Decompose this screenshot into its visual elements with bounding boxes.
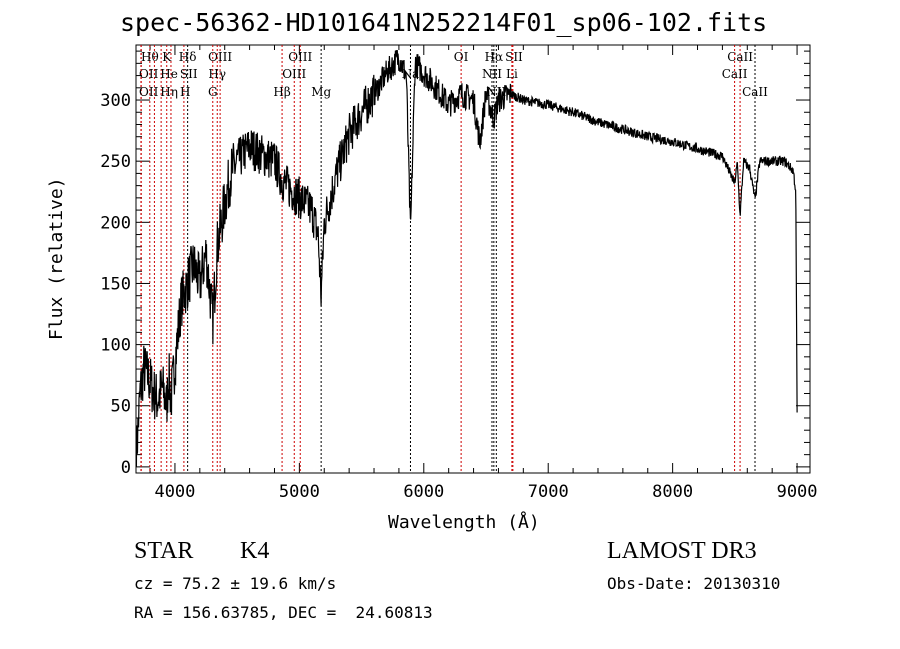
line-marker-label: SII — [180, 67, 198, 81]
line-marker-label: OII — [139, 67, 159, 81]
y-tick-label: 150 — [100, 274, 131, 294]
x-tick-label: 8000 — [652, 482, 693, 502]
line-marker-label: SII — [505, 50, 523, 64]
line-marker-label: OI — [454, 50, 469, 64]
line-marker-label: K — [162, 50, 172, 64]
x-tick-label: 4000 — [154, 482, 195, 502]
y-tick-label: 200 — [100, 213, 131, 233]
y-axis-label: Flux (relative) — [46, 177, 67, 340]
x-tick-label: 6000 — [403, 482, 444, 502]
x-tick-label: 7000 — [528, 482, 569, 502]
y-tick-label: 0 — [121, 458, 131, 478]
line-marker-label: OIII — [288, 50, 312, 64]
chart-title: spec-56362-HD101641N252214F01_sp06-102.f… — [120, 8, 768, 37]
line-marker-label: H — [180, 85, 190, 99]
survey-name: LAMOST DR3 — [607, 538, 757, 564]
line-marker-label: NII — [482, 67, 502, 81]
line-marker-label: Hθ — [141, 50, 159, 64]
line-marker-label: CaII — [727, 50, 753, 64]
object-class: STAR — [134, 538, 194, 564]
line-marker-label: Hγ — [208, 67, 226, 81]
line-marker-label: Hη — [160, 85, 178, 99]
line-marker-label: CaII — [722, 67, 748, 81]
coordinates: RA = 156.63785, DEC = 24.60813 — [134, 603, 433, 622]
line-marker-label: Hδ — [179, 50, 197, 64]
line-marker-label: G — [208, 85, 218, 99]
line-marker-label: Li — [506, 67, 518, 81]
y-tick-label: 50 — [111, 397, 131, 417]
y-tick-label: 100 — [100, 336, 131, 356]
line-marker-label: He — [160, 67, 178, 81]
line-marker-label: OIII — [282, 67, 306, 81]
line-marker-label: Hβ — [273, 85, 290, 99]
object-subclass: K4 — [240, 538, 270, 564]
line-marker-label: Hα — [485, 50, 504, 64]
redshift-value: cz = 75.2 ± 19.6 km/s — [134, 574, 337, 593]
spectrum-line — [135, 50, 798, 467]
line-marker-label: OIII — [208, 50, 232, 64]
obs-date: Obs-Date: 20130310 — [607, 574, 781, 593]
line-marker-label: CaII — [742, 85, 768, 99]
x-tick-label: 5000 — [279, 482, 320, 502]
line-marker-label: OII — [139, 85, 159, 99]
x-axis-label: Wavelength (Å) — [388, 512, 540, 533]
x-tick-label: 9000 — [777, 482, 818, 502]
line-marker-label: Mg — [311, 85, 331, 99]
y-tick-label: 250 — [100, 152, 131, 172]
y-tick-label: 300 — [100, 91, 131, 111]
